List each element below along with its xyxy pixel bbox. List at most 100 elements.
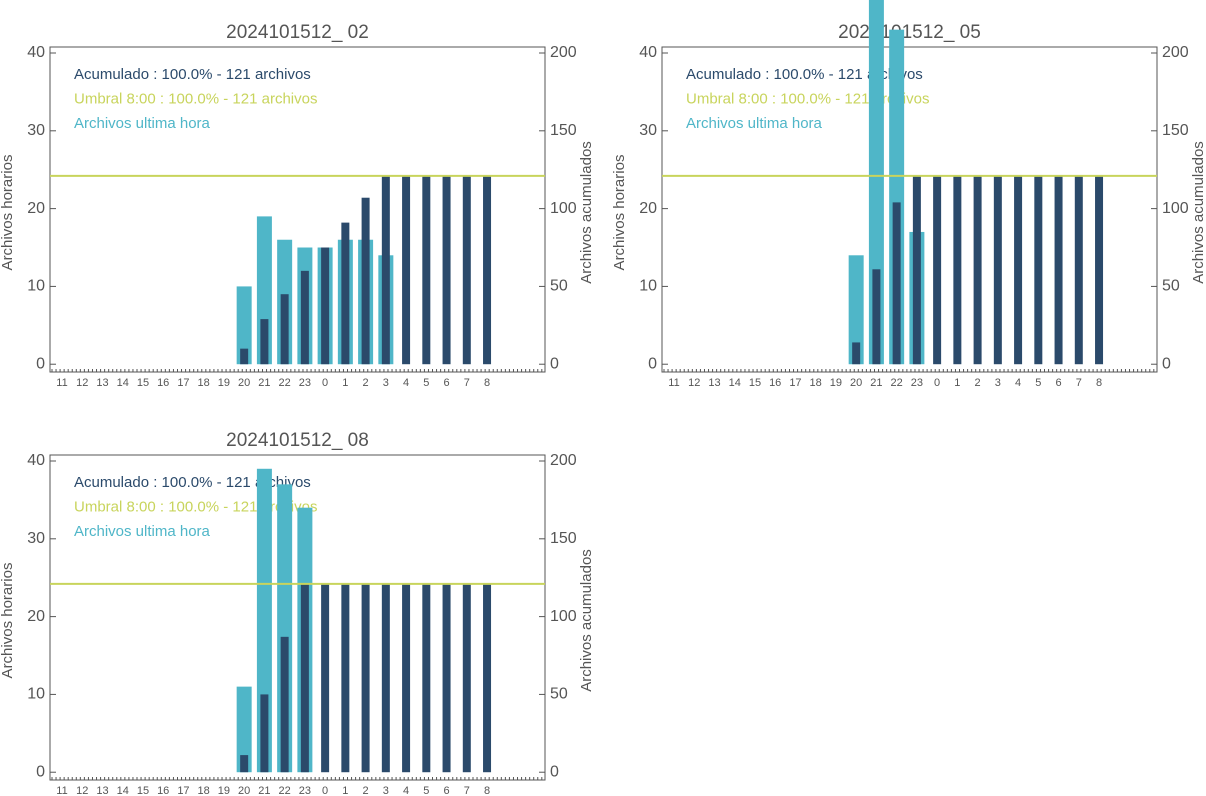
x-tick-label: 4 (403, 785, 409, 796)
cumulative-bar (240, 755, 249, 773)
x-tick-label: 14 (117, 377, 129, 389)
y2-tick-label: 100 (550, 608, 577, 625)
legend-label: Acumulado : 100.0% - 121 archivos (74, 474, 311, 491)
x-tick-label: 19 (218, 785, 230, 796)
y-tick-label: 10 (639, 278, 657, 295)
legend-label: Umbral 8:00 : 100.0% - 121 archivos (74, 90, 317, 107)
x-tick-label: 0 (322, 377, 328, 389)
cumulative-bar (1014, 175, 1023, 365)
y2-tick-label: 0 (1162, 355, 1171, 372)
chart-title: 2024101512_ 05 (838, 22, 981, 43)
cumulative-bar (422, 583, 431, 773)
y2-tick-label: 150 (550, 530, 577, 547)
x-tick-label: 7 (464, 377, 470, 389)
x-tick-label: 6 (1055, 377, 1061, 389)
legend-label: Acumulado : 100.0% - 121 archivos (686, 66, 923, 83)
x-tick-label: 5 (423, 377, 429, 389)
legend-label: Umbral 8:00 : 100.0% - 121 archivos (74, 498, 317, 515)
x-tick-label: 20 (850, 377, 862, 389)
x-tick-label: 4 (403, 377, 409, 389)
x-tick-label: 4 (1015, 377, 1021, 389)
y-tick-label: 30 (27, 530, 45, 547)
x-tick-label: 23 (299, 785, 311, 796)
x-tick-label: 3 (995, 377, 1001, 389)
plot-frame (661, 46, 1158, 373)
x-tick-label: 14 (729, 377, 741, 389)
x-tick-label: 0 (322, 785, 328, 796)
cumulative-bar (422, 175, 431, 365)
x-tick-label: 19 (830, 377, 842, 389)
x-tick-label: 13 (96, 377, 108, 389)
cumulative-bar (280, 294, 289, 365)
x-tick-label: 6 (443, 785, 449, 796)
x-tick-label: 21 (258, 785, 270, 796)
x-tick-label: 17 (177, 785, 189, 796)
x-tick-label: 1 (342, 377, 348, 389)
y-tick-label: 10 (27, 278, 45, 295)
y-tick-label: 20 (639, 200, 657, 217)
x-tick-label: 1 (342, 785, 348, 796)
y-tick-label: 20 (27, 200, 45, 217)
cumulative-bar (442, 175, 451, 365)
cumulative-bar (892, 202, 901, 365)
chart-title: 2024101512_ 02 (226, 22, 369, 43)
x-tick-label: 2 (975, 377, 981, 389)
x-tick-label: 12 (76, 785, 88, 796)
cumulative-bar (240, 348, 249, 365)
y2-tick-label: 0 (550, 355, 559, 372)
x-tick-label: 18 (198, 785, 210, 796)
x-tick-label: 22 (891, 377, 903, 389)
x-tick-label: 15 (749, 377, 761, 389)
plot-frame (49, 454, 546, 781)
hourly-bar (236, 286, 252, 365)
cumulative-bar (402, 583, 411, 773)
cumulative-bar (953, 175, 962, 365)
y2-tick-label: 50 (550, 686, 568, 703)
cumulative-bar (361, 197, 370, 365)
x-tick-label: 23 (911, 377, 923, 389)
cumulative-bar (341, 583, 350, 773)
x-tick-label: 16 (157, 377, 169, 389)
cumulative-bar (260, 694, 269, 773)
x-tick-label: 16 (157, 785, 169, 796)
y-tick-label: 20 (27, 608, 45, 625)
x-tick-label: 5 (423, 785, 429, 796)
y-axis-label: Archivos horarios (611, 155, 628, 271)
x-tick-label: 23 (299, 377, 311, 389)
cumulative-bar (442, 583, 451, 773)
x-tick-label: 17 (177, 377, 189, 389)
x-tick-label: 11 (56, 377, 67, 389)
x-tick-label: 18 (810, 377, 822, 389)
x-tick-label: 13 (96, 785, 108, 796)
x-tick-label: 2 (363, 377, 369, 389)
cumulative-bar (1034, 175, 1043, 365)
cumulative-bar (300, 583, 309, 773)
x-tick-label: 0 (934, 377, 940, 389)
y2-axis-label: Archivos acumulados (1190, 141, 1206, 284)
x-tick-label: 5 (1035, 377, 1041, 389)
y2-tick-label: 150 (1162, 122, 1189, 139)
x-tick-label: 20 (238, 377, 250, 389)
hourly-bar (236, 686, 252, 773)
cumulative-bar (381, 583, 390, 773)
x-tick-label: 22 (279, 377, 291, 389)
y-tick-label: 0 (36, 355, 45, 372)
x-tick-label: 3 (383, 377, 389, 389)
x-tick-label: 15 (137, 785, 149, 796)
y2-axis-label: Archivos acumulados (578, 549, 595, 692)
y-tick-label: 0 (36, 763, 45, 780)
y-tick-label: 40 (27, 452, 45, 469)
y-tick-label: 0 (648, 355, 657, 372)
cumulative-bar (402, 175, 411, 365)
y-axis-label: Archivos horarios (0, 155, 16, 271)
x-tick-label: 14 (117, 785, 129, 796)
x-tick-label: 20 (238, 785, 250, 796)
x-tick-label: 7 (464, 785, 470, 796)
cumulative-bar (300, 270, 309, 365)
cumulative-bar (381, 175, 390, 365)
legend-label: Archivos ultima hora (686, 115, 823, 132)
cumulative-bar (280, 636, 289, 773)
legend-label: Acumulado : 100.0% - 121 archivos (74, 66, 311, 83)
chart-title: 2024101512_ 08 (226, 430, 369, 451)
